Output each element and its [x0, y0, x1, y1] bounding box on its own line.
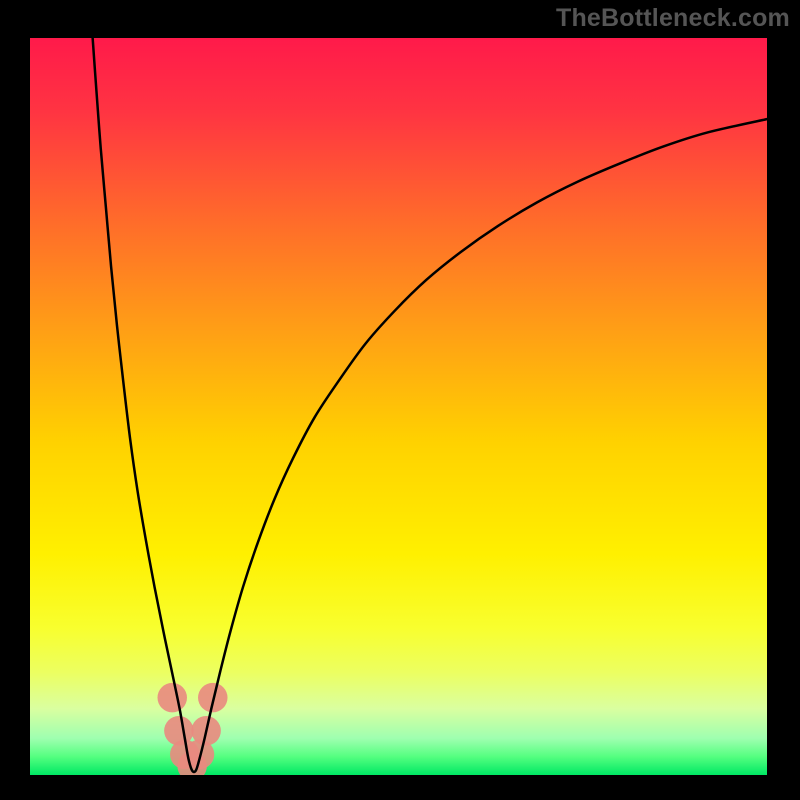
chart-svg	[30, 38, 767, 775]
curve-marker	[158, 683, 187, 712]
frame: TheBottleneck.com	[0, 0, 800, 800]
watermark-text: TheBottleneck.com	[556, 4, 790, 33]
chart-plot-area	[30, 38, 767, 775]
